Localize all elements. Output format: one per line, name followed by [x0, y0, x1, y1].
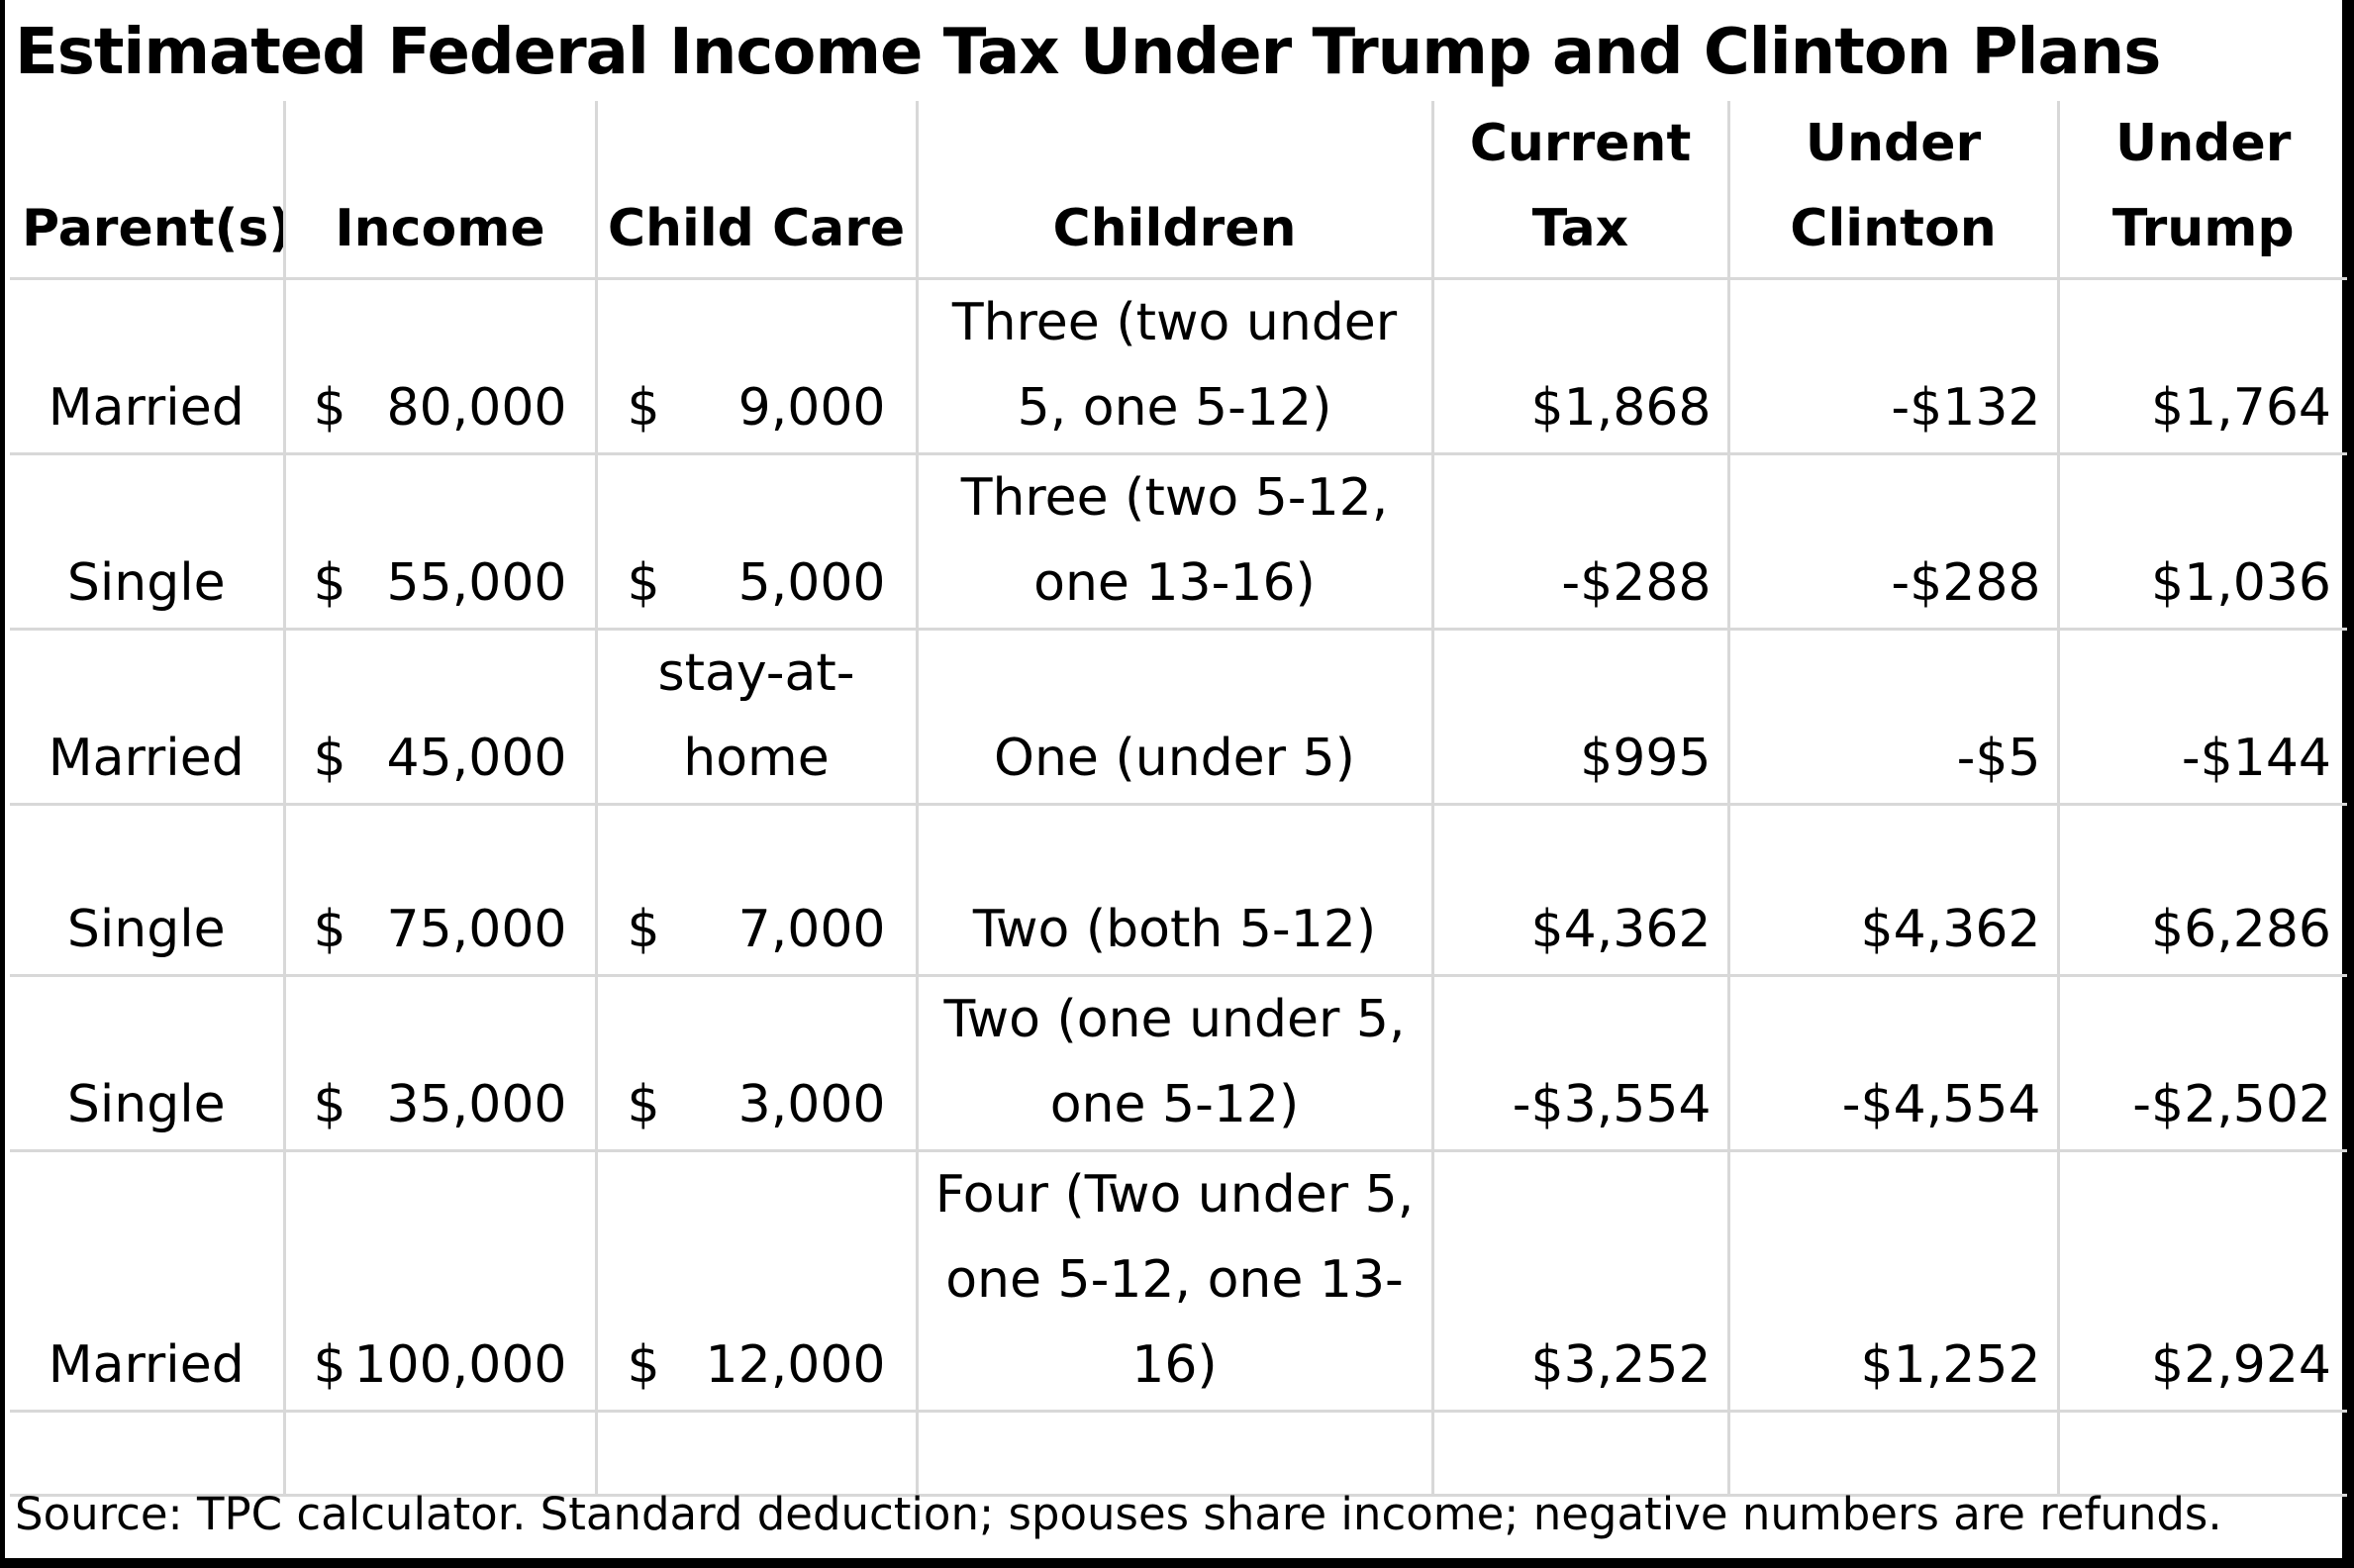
child-care-amount: 7,000 — [737, 900, 886, 959]
table-row: Married $45,000 stay-at-home One (under 5) $… — [10, 628, 2347, 806]
current-tax-cell: $995 — [1430, 628, 1730, 806]
child-care-value: $3,000 — [599, 1062, 914, 1147]
parents-cell: Single — [10, 974, 286, 1152]
income-cell: $45,000 — [282, 628, 598, 806]
table-row: Married $100,000 $12,000 Four (Two under 5,… — [10, 1149, 2347, 1413]
header-under-trump: Under Trump — [2056, 101, 2347, 280]
child-care-value: $9,000 — [599, 365, 914, 450]
income-cell: $55,000 — [282, 452, 598, 631]
income-value: $75,000 — [287, 887, 593, 972]
table-row: Single $75,000 $7,000 Two (both 5-12) $4,362… — [10, 803, 2347, 977]
current-tax-cell: $1,868 — [1430, 278, 1730, 455]
under-clinton-cell: -$4,554 — [1726, 974, 2060, 1152]
currency-symbol: $ — [313, 553, 346, 613]
under-trump-cell: $1,764 — [2056, 278, 2347, 455]
under-clinton-cell: $1,252 — [1726, 1149, 2060, 1413]
currency-symbol: $ — [313, 1075, 346, 1134]
header-parents: Parent(s) — [10, 101, 286, 280]
income-value: $80,000 — [287, 365, 593, 450]
income-cell: $75,000 — [282, 803, 598, 977]
income-value: $45,000 — [287, 716, 593, 801]
children-cell: Three (two 5-12, one 13-16) — [915, 452, 1434, 631]
currency-symbol: $ — [627, 378, 660, 438]
income-cell: $100,000 — [282, 1149, 598, 1413]
child-care-amount: 5,000 — [737, 553, 886, 613]
parents-cell: Married — [10, 1149, 286, 1413]
table-title: Estimated Federal Income Tax Under Trump… — [15, 16, 2161, 89]
income-amount: 45,000 — [386, 729, 567, 788]
child-care-value: $5,000 — [599, 540, 914, 626]
under-trump-cell: $1,036 — [2056, 452, 2347, 631]
source-note: Source: TPC calculator. Standard deducti… — [15, 1488, 2222, 1540]
header-child-care: Child Care — [594, 101, 919, 280]
child-care-cell: stay-at-home — [594, 628, 919, 806]
under-trump-cell: $6,286 — [2056, 803, 2347, 977]
table-row: Single $35,000 $3,000 Two (one under 5, one… — [10, 974, 2347, 1152]
child-care-cell: $12,000 — [594, 1149, 919, 1413]
tax-table: Parent(s) Income Child Care Children Cur… — [10, 101, 2347, 1497]
current-tax-cell: $3,252 — [1430, 1149, 1730, 1413]
income-amount: 55,000 — [386, 553, 567, 613]
child-care-value: $12,000 — [599, 1323, 914, 1408]
child-care-cell: $7,000 — [594, 803, 919, 977]
current-tax-cell: -$3,554 — [1430, 974, 1730, 1152]
child-care-cell: $3,000 — [594, 974, 919, 1152]
header-current-tax: Current Tax — [1430, 101, 1730, 280]
currency-symbol: $ — [313, 378, 346, 438]
parents-cell: Single — [10, 452, 286, 631]
current-tax-cell: $4,362 — [1430, 803, 1730, 977]
parents-cell: Married — [10, 628, 286, 806]
income-cell: $80,000 — [282, 278, 598, 455]
parents-cell: Married — [10, 278, 286, 455]
income-amount: 80,000 — [386, 378, 567, 438]
header-income: Income — [282, 101, 598, 280]
child-care-cell: $9,000 — [594, 278, 919, 455]
under-trump-cell: -$144 — [2056, 628, 2347, 806]
income-value: $55,000 — [287, 540, 593, 626]
income-amount: 35,000 — [386, 1075, 567, 1134]
header-row: Parent(s) Income Child Care Children Cur… — [10, 101, 2347, 280]
currency-symbol: $ — [627, 1075, 660, 1134]
empty-row — [10, 1411, 2347, 1497]
under-trump-cell: $2,924 — [2056, 1149, 2347, 1413]
table-row: Married $80,000 $9,000 Three (two under 5, … — [10, 278, 2347, 455]
current-tax-cell: -$288 — [1430, 452, 1730, 631]
income-amount: 100,000 — [353, 1335, 567, 1395]
children-cell: Four (Two under 5, one 5-12, one 13-16) — [915, 1149, 1434, 1413]
under-trump-cell: -$2,502 — [2056, 974, 2347, 1152]
currency-symbol: $ — [313, 900, 346, 959]
currency-symbol: $ — [313, 1335, 346, 1395]
children-cell: Two (one under 5, one 5-12) — [915, 974, 1434, 1152]
income-cell: $35,000 — [282, 974, 598, 1152]
income-amount: 75,000 — [386, 900, 567, 959]
currency-symbol: $ — [627, 900, 660, 959]
children-cell: Three (two under 5, one 5-12) — [915, 278, 1434, 455]
child-care-amount: 9,000 — [737, 378, 886, 438]
under-clinton-cell: $4,362 — [1726, 803, 2060, 977]
under-clinton-cell: -$288 — [1726, 452, 2060, 631]
income-value: $100,000 — [287, 1323, 593, 1408]
header-under-clinton: Under Clinton — [1726, 101, 2060, 280]
header-children: Children — [915, 101, 1434, 280]
table-row: Single $55,000 $5,000 Three (two 5-12, one … — [10, 452, 2347, 631]
child-care-cell: $5,000 — [594, 452, 919, 631]
currency-symbol: $ — [627, 1335, 660, 1395]
child-care-amount: 12,000 — [705, 1335, 886, 1395]
parents-cell: Single — [10, 803, 286, 977]
under-clinton-cell: -$5 — [1726, 628, 2060, 806]
income-value: $35,000 — [287, 1062, 593, 1147]
under-clinton-cell: -$132 — [1726, 278, 2060, 455]
currency-symbol: $ — [313, 729, 346, 788]
currency-symbol: $ — [627, 553, 660, 613]
children-cell: One (under 5) — [915, 628, 1434, 806]
children-cell: Two (both 5-12) — [915, 803, 1434, 977]
child-care-value: $7,000 — [599, 887, 914, 972]
child-care-amount: 3,000 — [737, 1075, 886, 1134]
